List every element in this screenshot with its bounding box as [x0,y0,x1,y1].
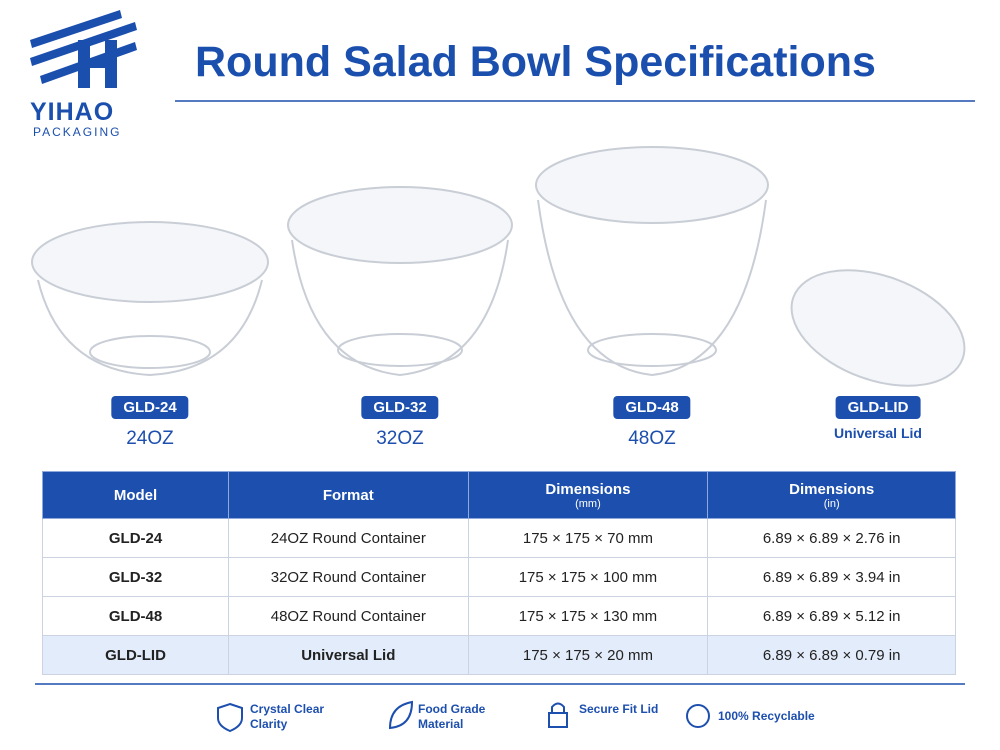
table-cell: 32OZ Round Container [228,557,469,597]
table-cell: 6.89 × 6.89 × 3.94 in [707,557,956,597]
model-badge: GLD-24 [111,396,189,419]
size-label: 48OZ [628,428,676,449]
header-unit: (in) [823,497,840,510]
column-header: Dimensions (in) [707,471,956,519]
model-badge: GLD-LID [835,396,921,419]
bowl-images [31,146,966,387]
title: Round Salad Bowl Specifications [195,38,876,86]
feature-label: Secure Fit Lid [579,702,659,716]
column-header: Dimensions (mm) [467,471,709,519]
table-cell: 175 × 175 × 130 mm [467,596,709,636]
header-unit: (mm) [575,497,601,510]
logo-mark [30,10,137,88]
header-title: Model [113,486,158,504]
table-body: GLD-24 24OZ Round Container 175 × 175 × 70… [41,518,956,675]
size-label: 32OZ [376,428,424,449]
column-header: Format [228,471,469,519]
model-badge: GLD-32 [361,396,439,419]
logo-tagline: PACKAGING [33,125,122,139]
header-row: Model Format Dimensions (mm) Dimensions (in) [41,471,956,519]
table-cell: 6.89 × 6.89 × 0.79 in [707,635,956,675]
table-row: GLD-LID Universal Lid 175 × 175 × 20 mm 6.8… [41,635,956,675]
table-cell: Universal Lid [228,635,469,675]
table-cell: 6.89 × 6.89 × 5.12 in [707,596,956,636]
spec-table: Model Format Dimensions (mm) Dimensions (in) G… [41,471,956,675]
column-header: Model [41,471,230,519]
table-cell: 175 × 175 × 100 mm [467,557,709,597]
table-cell: 24OZ Round Container [228,518,469,558]
feature-icons [217,700,710,733]
model-badge: GLD-48 [613,396,691,419]
table-row: GLD-24 24OZ Round Container 175 × 175 × 70… [41,518,956,558]
feature-label: Crystal Clear Clarity [250,702,325,731]
size-label: Universal Lid [834,425,922,441]
table-cell: GLD-48 [41,596,230,636]
header-title: Format [322,486,374,504]
table-cell: 48OZ Round Container [228,596,469,636]
table-row: GLD-48 48OZ Round Container 175 × 175 × 13… [41,596,956,636]
feature-label: Food Grade Material [418,702,486,731]
table-cell: 175 × 175 × 20 mm [467,635,709,675]
header-title: Dimensions [789,480,875,498]
logo-name: YIHAO [30,98,115,126]
feature-label: 100% Recyclable [718,709,815,723]
table-cell: 175 × 175 × 70 mm [467,518,709,558]
table-cell: 6.89 × 6.89 × 2.76 in [707,518,956,558]
header-title: Dimensions [545,480,631,498]
table-cell: GLD-32 [41,557,230,597]
table-cell: GLD-24 [41,518,230,558]
size-label: 24OZ [126,428,174,449]
table-row: GLD-32 32OZ Round Container 175 × 175 × 10… [41,557,956,597]
table-cell: GLD-LID [41,635,230,675]
